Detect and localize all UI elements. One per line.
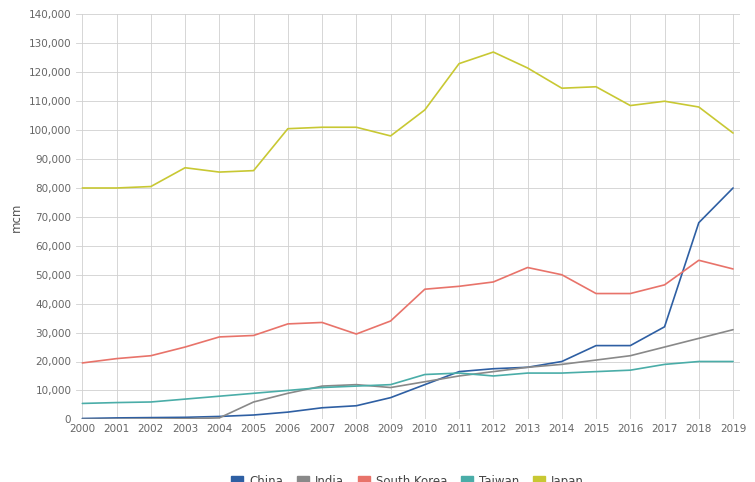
Legend: China, India, South Korea, Taiwan, Japan: China, India, South Korea, Taiwan, Japan — [226, 470, 589, 482]
Y-axis label: mcm: mcm — [10, 202, 23, 231]
